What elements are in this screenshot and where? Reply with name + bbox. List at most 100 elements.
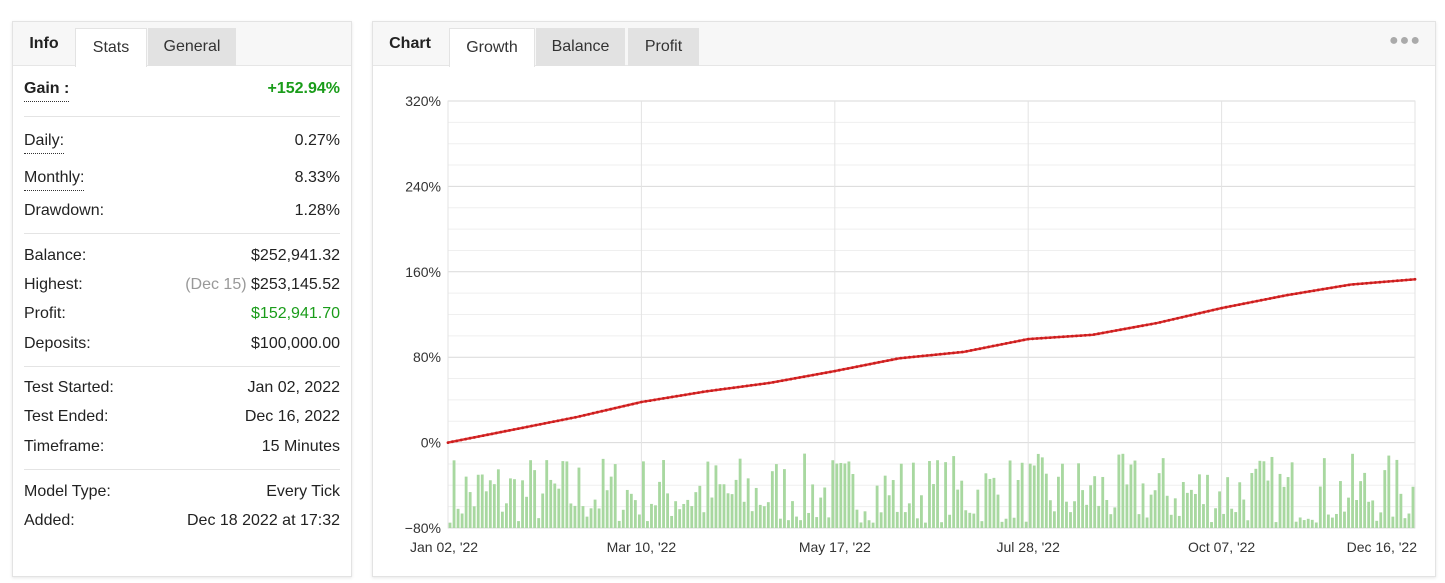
test-ended-row: Test Ended: Dec 16, 2022 [24,405,340,429]
profit-bar [565,461,569,528]
growth-point [468,436,472,440]
profit-bar [710,497,714,528]
growth-point [1308,290,1311,293]
growth-point [644,399,648,403]
growth-point [631,402,634,406]
profit-bar [1024,521,1028,528]
chart-panel: Chart Growth Balance Profit ●●● 320% 240%… [372,21,1436,577]
growth-point [1057,335,1061,339]
growth-point [1356,282,1360,286]
growth-point [780,379,784,383]
profit-bar [783,469,786,528]
profit-bar [690,506,694,528]
growth-point [543,422,547,425]
growth-point [719,388,722,391]
growth-point [925,354,929,357]
timeframe-value: 15 Minutes [261,438,340,455]
growth-point [556,419,560,423]
profit-bar [1004,518,1008,528]
profit-bar [480,474,484,528]
profit-bar [811,484,815,528]
growth-point [1387,280,1390,283]
monthly-label[interactable]: Monthly: [24,166,85,191]
profit-bar [1262,461,1266,528]
added-row: Added: Dec 18 2022 at 17:32 [24,509,340,533]
profit-bar [1113,507,1117,528]
profit-bar [1028,463,1032,528]
growth-point [1145,323,1149,327]
growth-point [1396,279,1399,283]
tab-balance[interactable]: Balance [536,28,625,66]
growth-point [894,357,898,361]
profit-bar [867,520,871,528]
growth-point [1110,329,1114,333]
profit-bar [1016,480,1020,528]
profit-bar [972,513,976,528]
profit-bar [617,520,621,528]
profit-bar [500,511,504,528]
profit-bar [674,501,678,528]
daily-label[interactable]: Daily: [24,129,65,154]
profit-bar [1298,517,1302,528]
profit-bar [968,512,972,528]
growth-point [1220,306,1223,310]
profit-bar [597,508,601,528]
test-ended-label: Test Ended: [24,408,109,425]
profit-bar [738,458,742,528]
growth-point [842,367,845,371]
deposits-row: Deposits: $100,000.00 [24,332,340,356]
profit-bar [1109,514,1113,528]
growth-point [996,343,999,347]
growth-point [969,349,973,352]
growth-point [965,349,969,353]
profit-bar [1189,489,1193,528]
growth-point [587,412,591,416]
profit-bar [730,494,734,528]
profit-bar [734,479,738,528]
profit-bar [770,471,774,528]
growth-point [657,397,661,401]
gain-row: Gain : +152.94% [24,77,340,102]
profit-bar [1012,517,1016,528]
deposits-value: $100,000.00 [251,335,340,352]
tab-chart[interactable]: Chart [389,35,431,52]
growth-point [960,350,964,354]
daily-row: Daily: 0.27% [24,129,340,154]
growth-point [569,416,573,420]
growth-point [1281,294,1285,298]
profit-bar [932,484,935,528]
growth-point [1009,341,1012,344]
growth-point [1272,296,1276,299]
profit-bar [670,515,674,528]
tab-growth[interactable]: Growth [449,28,535,67]
growth-point [1369,281,1373,285]
tab-info[interactable]: Info [29,35,59,52]
gain-label[interactable]: Gain : [24,77,70,102]
ellipsis-icon[interactable]: ●●● [1389,32,1421,49]
growth-point [477,435,481,438]
growth-point [1286,293,1289,297]
growth-point [1097,332,1100,336]
tab-profit[interactable]: Profit [628,28,699,66]
profit-bar [936,460,939,528]
profit-bar [988,478,992,528]
growth-point [490,432,494,436]
profit-bar [698,485,702,528]
growth-point [688,392,692,396]
profit-bar [553,483,557,528]
profit-bar [855,509,859,528]
growth-point [754,383,758,387]
bar-series [448,453,1415,528]
tab-stats[interactable]: Stats [75,28,147,67]
profit-bar [815,517,819,528]
tab-general[interactable]: General [148,28,236,66]
growth-point [899,356,903,360]
growth-point [921,354,925,358]
growth-point [1013,340,1017,344]
growth-point [789,377,793,381]
profit-bar [1161,458,1165,528]
profit-bar [573,505,577,528]
profit-bar [686,499,690,528]
growth-point [741,385,744,388]
profit-bar [1177,515,1181,528]
